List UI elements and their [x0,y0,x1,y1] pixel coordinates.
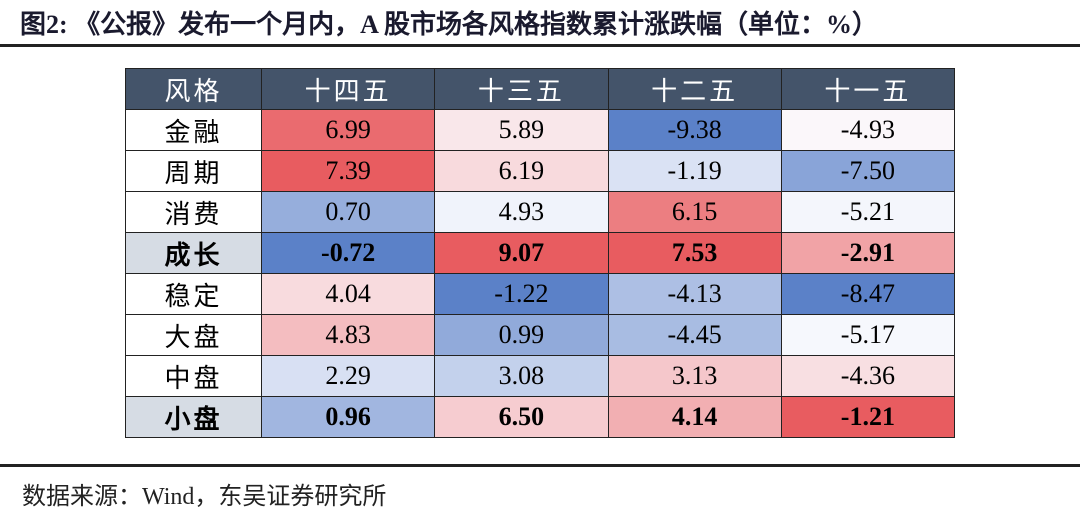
value-cell: -5.21 [780,191,956,233]
title: 图2: 《公报》发布一个月内，A 股市场各风格指数累计涨跌幅（单位：%） [20,10,879,39]
header-cell: 十四五 [260,68,436,110]
value-cell: -7.50 [780,150,956,192]
rule [0,464,1080,467]
source: 数据来源：Wind，东吴证券研究所 [22,484,387,510]
row-label: 稳定 [125,273,262,315]
row-label: 大盘 [125,314,262,356]
row: 中盘 2.29 3.08 3.13 -4.36 [125,355,956,397]
row-label: 中盘 [125,355,262,397]
value-cell: -4.93 [780,109,956,151]
value-cell: 4.04 [260,273,436,315]
value-cell: 6.99 [260,109,436,151]
value-cell: -2.91 [780,232,956,274]
value-cell: -4.13 [607,273,782,315]
value-cell: 7.39 [260,150,436,192]
row: 金融 6.99 5.89 -9.38 -4.93 [125,109,956,151]
value-cell: -1.22 [434,273,609,315]
value-cell: -1.19 [607,150,782,192]
header-cell: 十三五 [434,68,609,110]
value-cell: -4.45 [607,314,782,356]
value-cell: 5.89 [434,109,609,151]
row-label: 成长 [125,232,262,274]
header-cell: 十二五 [607,68,782,110]
value-cell: 0.99 [434,314,609,356]
value-cell: -0.72 [260,232,436,274]
value-cell: 3.13 [607,355,782,397]
row: 大盘 4.83 0.99 -4.45 -5.17 [125,314,956,356]
value-cell: 6.19 [434,150,609,192]
row-label: 周期 [125,150,262,192]
value-cell: 4.83 [260,314,436,356]
value-cell: 3.08 [434,355,609,397]
row-label: 消费 [125,191,262,233]
value-cell: 2.29 [260,355,436,397]
value-cell: 4.93 [434,191,609,233]
value-cell: -9.38 [607,109,782,151]
row: 稳定 4.04 -1.22 -4.13 -8.47 [125,273,956,315]
row-label: 金融 [125,109,262,151]
row: 成长 -0.72 9.07 7.53 -2.91 [125,232,956,274]
value-cell: -4.36 [780,355,956,397]
value-cell: 0.70 [260,191,436,233]
row-label: 小盘 [125,396,262,438]
value-cell: 4.14 [607,396,782,438]
value-cell: 9.07 [434,232,609,274]
header-cell: 十一五 [780,68,956,110]
value-cell: 6.15 [607,191,782,233]
row: 周期 7.39 6.19 -1.19 -7.50 [125,150,956,192]
row: 消费 0.70 4.93 6.15 -5.21 [125,191,956,233]
value-cell: -1.21 [780,396,956,438]
table: 风格 十四五 十三五 十二五 十一五 金融 6.99 5.89 -9.38 -4.93 周期 7.39… [125,68,956,438]
value-cell: 0.96 [260,396,436,438]
rule [0,44,1080,47]
value-cell: 7.53 [607,232,782,274]
value-cell: 6.50 [434,396,609,438]
row: 小盘 0.96 6.50 4.14 -1.21 [125,396,956,438]
header-row: 风格 十四五 十三五 十二五 十一五 [125,68,956,110]
value-cell: -5.17 [780,314,956,356]
value-cell: -8.47 [780,273,956,315]
header-cell: 风格 [125,68,262,110]
